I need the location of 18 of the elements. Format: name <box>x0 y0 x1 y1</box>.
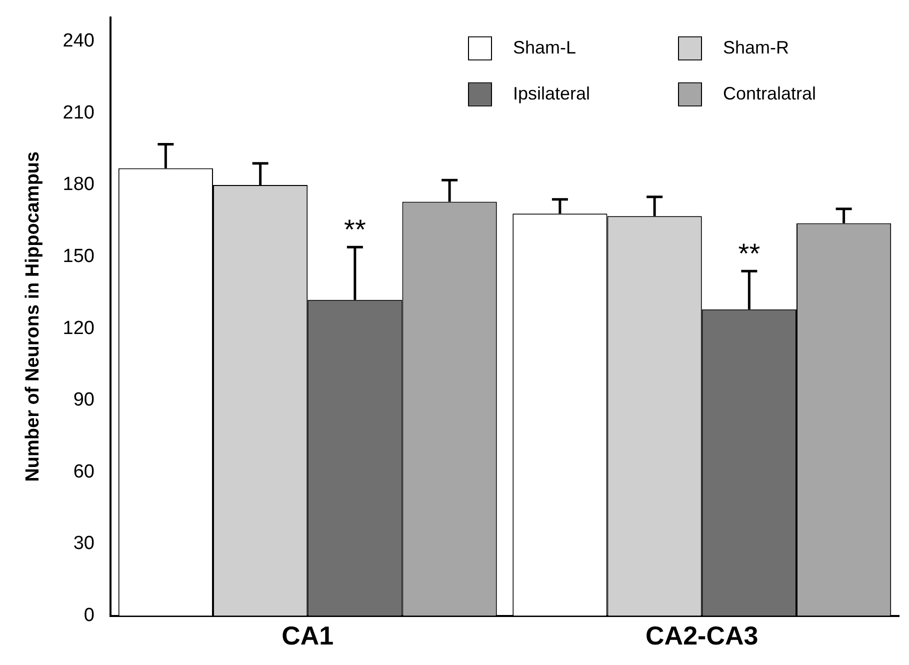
y-tick-label: 90 <box>73 390 94 411</box>
y-tick-label: 60 <box>73 461 94 482</box>
y-tick-label: 120 <box>62 318 94 339</box>
legend-label: Sham-R <box>723 37 790 58</box>
x-tick-label: CA2-CA3 <box>646 620 758 651</box>
annotation: ** <box>738 238 760 269</box>
x-tick-label: CA1 <box>282 620 334 651</box>
annotation: ** <box>344 214 366 245</box>
y-tick-label: 150 <box>62 246 94 267</box>
y-tick-label: 30 <box>73 533 94 554</box>
legend-label: Sham-L <box>513 37 576 58</box>
y-tick-label: 0 <box>84 605 94 626</box>
y-axis-title: Number of Neurons in Hippocampus <box>22 151 44 482</box>
legend-label: Ipsilateral <box>513 83 590 104</box>
legend-label: Contralatral <box>723 83 816 104</box>
y-tick-label: 210 <box>62 102 94 124</box>
y-tick-label: 240 <box>62 30 94 52</box>
y-tick-label: 180 <box>62 174 94 196</box>
